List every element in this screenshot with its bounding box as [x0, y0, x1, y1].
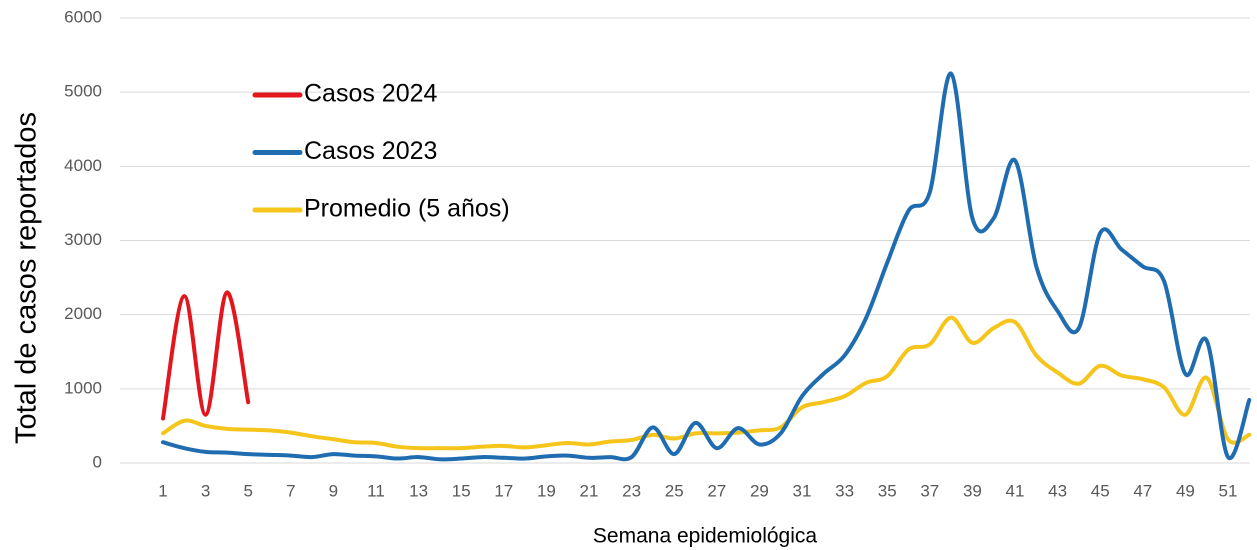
legend-label: Casos 2024: [304, 80, 438, 108]
y-tick-label: 5000: [64, 82, 102, 101]
x-tick-label: 45: [1091, 481, 1110, 500]
x-tick-label: 19: [537, 481, 556, 500]
x-tick-label: 39: [963, 481, 982, 500]
y-tick-label: 2000: [64, 304, 102, 323]
x-tick-label: 49: [1176, 481, 1195, 500]
x-axis-title: Semana epidemiológica: [593, 525, 817, 548]
x-tick-label: 1: [158, 481, 167, 500]
x-tick-label: 13: [409, 481, 428, 500]
x-tick-label: 7: [286, 481, 295, 500]
x-tick-label: 9: [329, 481, 338, 500]
y-tick-label: 0: [93, 452, 102, 471]
x-tick-label: 33: [835, 481, 854, 500]
x-tick-label: 17: [494, 481, 513, 500]
x-tick-label: 41: [1006, 481, 1025, 500]
y-axis-title: Total de casos reportados: [11, 112, 43, 444]
x-tick-label: 15: [452, 481, 471, 500]
x-tick-label: 5: [243, 481, 252, 500]
y-tick-label: 3000: [64, 230, 102, 249]
series-line: [161, 290, 251, 421]
legend-label: Casos 2023: [304, 137, 437, 165]
x-tick-label: 51: [1219, 481, 1238, 500]
x-tick-label: 3: [201, 481, 210, 500]
x-tick-label: 11: [367, 481, 385, 500]
x-tick-label: 43: [1048, 481, 1067, 500]
x-tick-label: 37: [920, 481, 939, 500]
x-tick-label: 25: [665, 481, 684, 500]
series-line: [161, 315, 1252, 451]
x-tick-label: 29: [750, 481, 769, 500]
x-tick-label: 27: [707, 481, 726, 500]
x-tick-label: 23: [622, 481, 641, 500]
y-tick-label: 4000: [64, 156, 102, 175]
x-tick-label: 47: [1133, 481, 1152, 500]
x-tick-label: 31: [793, 481, 812, 500]
y-tick-label: 6000: [64, 7, 102, 26]
legend-label: Promedio (5 años): [304, 195, 510, 223]
series-line: [161, 71, 1252, 462]
x-tick-label: 21: [580, 481, 599, 500]
y-tick-label: 1000: [64, 378, 102, 397]
x-tick-label: 35: [878, 481, 897, 500]
